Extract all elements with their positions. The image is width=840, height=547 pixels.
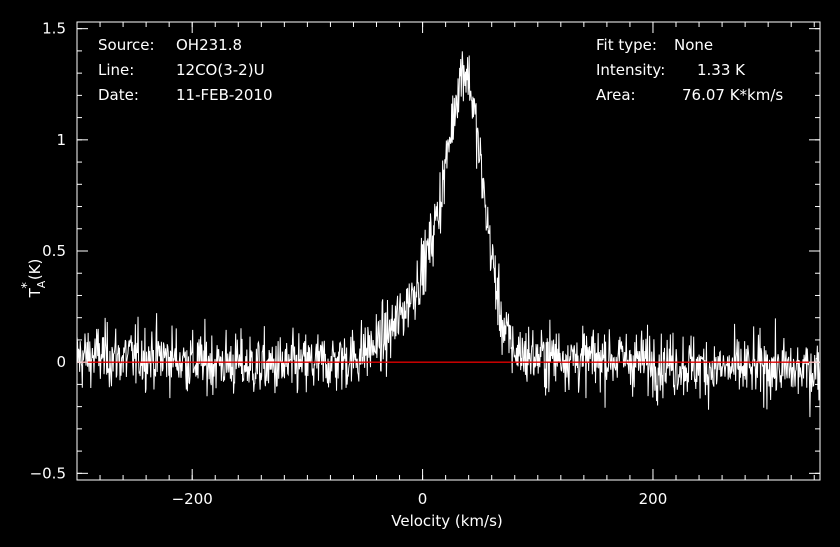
info-source-value: OH231.8 xyxy=(176,36,242,54)
y-axis-label-main: T xyxy=(26,287,44,298)
y-axis-label-unit: (K) xyxy=(26,259,44,281)
spectrum-trace-group xyxy=(76,51,821,418)
info-line-value: 12CO(3-2)U xyxy=(176,61,265,79)
info-fit-type-key: Fit type: xyxy=(596,36,657,54)
info-intensity-value: 1.33 K xyxy=(697,61,746,79)
info-line-key: Line: xyxy=(98,61,134,79)
info-area-value: 76.07 K*km/s xyxy=(682,86,783,104)
x-tick-label: 200 xyxy=(639,490,668,508)
x-tick-label: 0 xyxy=(418,490,428,508)
y-axis-label-sub: A xyxy=(35,280,48,288)
info-date-key: Date: xyxy=(98,86,139,104)
y-axis-label: TA*(K) xyxy=(20,259,48,299)
info-fit-type-value: None xyxy=(674,36,713,54)
tick-labels-group: −200 0 200 −0.5 0 0.5 1 1.5 xyxy=(30,20,668,508)
y-tick-label: 0.5 xyxy=(42,242,66,260)
info-left-panel: Source: OH231.8 Line: 12CO(3-2)U Date: 1… xyxy=(98,36,272,104)
ticks-group xyxy=(76,22,820,480)
y-tick-label: 0 xyxy=(56,353,66,371)
info-intensity-key: Intensity: xyxy=(596,61,665,79)
info-area-key: Area: xyxy=(596,86,636,104)
info-source-key: Source: xyxy=(98,36,155,54)
x-tick-label: −200 xyxy=(172,490,213,508)
info-date-value: 11-FEB-2010 xyxy=(176,86,272,104)
info-right-panel: Fit type: None Intensity: 1.33 K Area: 7… xyxy=(596,36,783,104)
y-tick-label: −0.5 xyxy=(30,464,66,482)
x-axis-label: Velocity (km/s) xyxy=(391,512,502,530)
y-axis-label-sup: * xyxy=(20,282,35,289)
spectrum-line xyxy=(76,51,821,418)
y-tick-label: 1 xyxy=(56,131,66,149)
y-tick-label: 1.5 xyxy=(42,20,66,38)
